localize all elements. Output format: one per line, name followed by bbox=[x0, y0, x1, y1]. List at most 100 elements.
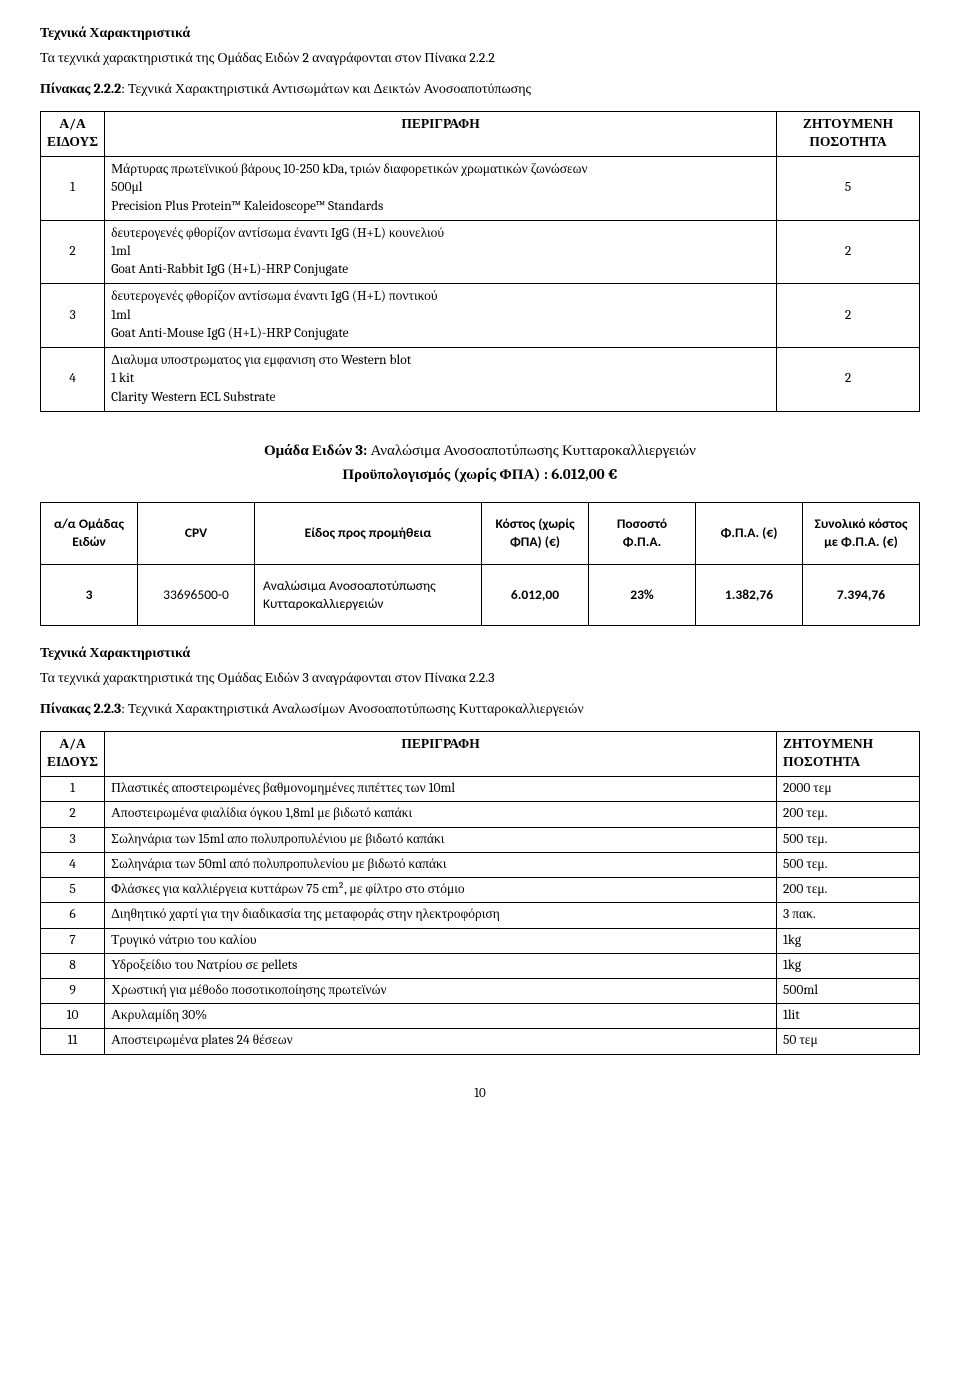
cell-num: 2 bbox=[41, 802, 105, 827]
table-3-caption-rest: : Τεχνικά Χαρακτηριστικά Αναλωσίμων Ανοσ… bbox=[121, 700, 584, 717]
cell-qty: 2000 τεμ bbox=[777, 777, 920, 802]
t3-col-aa: Α/Α ΕΙΔΟΥΣ bbox=[41, 731, 105, 776]
tech-spec-heading-3: Τεχνικά Χαρακτηριστικά bbox=[40, 644, 920, 663]
cell-num: 5 bbox=[41, 878, 105, 903]
cell-desc: Τρυγικό νάτριο του καλίου bbox=[105, 928, 777, 953]
table-row: 3Σωληνάρια των 15ml απο πολυπροπυλένιου … bbox=[41, 827, 920, 852]
cell-num: 9 bbox=[41, 978, 105, 1003]
table-row: 2δευτερογενές φθορίζον αντίσωμα έναντι I… bbox=[41, 220, 920, 284]
table-row: 10Ακρυλαμίδη 30%1lit bbox=[41, 1004, 920, 1029]
cell-desc: Σωληνάρια των 50ml από πολυπροπυλενίου μ… bbox=[105, 852, 777, 877]
cell-qty: 500 τεμ. bbox=[777, 852, 920, 877]
table-row: 1Πλαστικές αποστειρωμένες βαθμονομημένες… bbox=[41, 777, 920, 802]
page-number: 10 bbox=[40, 1085, 920, 1103]
t2-h2: CPV bbox=[138, 503, 255, 564]
cell-qty: 2 bbox=[777, 220, 920, 284]
t2-c2: 33696500-0 bbox=[138, 564, 255, 625]
t2-c7: 7.394,76 bbox=[803, 564, 920, 625]
table-3: Α/Α ΕΙΔΟΥΣ ΠΕΡΙΓΡΑΦΗ ΖΗΤΟΥΜΕΝΗ ΠΟΣΟΤΗΤΑ … bbox=[40, 731, 920, 1055]
table-row: 3 33696500-0 Αναλώσιμα Ανοσοαποτύπωσης Κ… bbox=[41, 564, 920, 625]
cell-qty: 500ml bbox=[777, 978, 920, 1003]
table-3-caption: Πίνακας 2.2.3: Τεχνικά Χαρακτηριστικά Αν… bbox=[40, 700, 920, 719]
table-row: α/α Ομάδας Ειδών CPV Είδος προς προμήθει… bbox=[41, 503, 920, 564]
cell-desc: Αποστειρωμένα plates 24 θέσεων bbox=[105, 1029, 777, 1054]
cell-desc: Διηθητικό χαρτί για την διαδικασία της μ… bbox=[105, 903, 777, 928]
group3-title: Ομάδα Ειδών 3: Αναλώσιμα Ανοσοαποτύπωσης… bbox=[40, 440, 920, 460]
t2-h3: Είδος προς προμήθεια bbox=[255, 503, 482, 564]
cell-desc: δευτερογενές φθορίζον αντίσωμα έναντι Ig… bbox=[105, 220, 777, 284]
cell-qty: 5 bbox=[777, 157, 920, 221]
cell-num: 3 bbox=[41, 284, 105, 348]
cell-qty: 500 τεμ. bbox=[777, 827, 920, 852]
cell-qty: 1kg bbox=[777, 953, 920, 978]
table-row: 5Φλάσκες για καλλιέργεια κυττάρων 75 cm²… bbox=[41, 878, 920, 903]
table-1-caption: Πίνακας 2.2.2: Τεχνικά Χαρακτηριστικά Αν… bbox=[40, 80, 920, 99]
col-aa: Α/Α ΕΙΔΟΥΣ bbox=[41, 111, 105, 156]
t2-h7: Συνολικό κόστος με Φ.Π.Α. (€) bbox=[803, 503, 920, 564]
cell-qty: 50 τεμ bbox=[777, 1029, 920, 1054]
table-2: α/α Ομάδας Ειδών CPV Είδος προς προμήθει… bbox=[40, 502, 920, 626]
cell-num: 2 bbox=[41, 220, 105, 284]
t2-h5: Ποσοστό Φ.Π.Α. bbox=[589, 503, 696, 564]
cell-qty: 1lit bbox=[777, 1004, 920, 1029]
cell-num: 4 bbox=[41, 852, 105, 877]
cell-num: 7 bbox=[41, 928, 105, 953]
cell-num: 3 bbox=[41, 827, 105, 852]
t2-h4: Κόστος (χωρίς ΦΠΑ) (€) bbox=[482, 503, 589, 564]
group3-title-prefix: Ομάδα Ειδών 3: bbox=[264, 441, 367, 459]
t2-c1: 3 bbox=[41, 564, 138, 625]
tech-spec-heading-1: Τεχνικά Χαρακτηριστικά bbox=[40, 24, 920, 43]
cell-desc: δευτερογενές φθορίζον αντίσωμα έναντι Ig… bbox=[105, 284, 777, 348]
group3-title-rest: Αναλώσιμα Ανοσοαποτύπωσης Κυτταροκαλλιερ… bbox=[367, 441, 696, 459]
table-1: Α/Α ΕΙΔΟΥΣ ΠΕΡΙΓΡΑΦΗ ΖΗΤΟΥΜΕΝΗ ΠΟΣΟΤΗΤΑ … bbox=[40, 111, 920, 412]
t3-col-qty: ΖΗΤΟΥΜΕΝΗ ΠΟΣΟΤΗΤΑ bbox=[777, 731, 920, 776]
cell-desc: Χρωστική για μέθοδο ποσοτικοποίησης πρωτ… bbox=[105, 978, 777, 1003]
cell-desc: Αποστειρωμένα φιαλίδια όγκου 1,8ml με βι… bbox=[105, 802, 777, 827]
cell-qty: 2 bbox=[777, 284, 920, 348]
col-desc: ΠΕΡΙΓΡΑΦΗ bbox=[105, 111, 777, 156]
table-row: 3δευτερογενές φθορίζον αντίσωμα έναντι I… bbox=[41, 284, 920, 348]
table-row: 7Τρυγικό νάτριο του καλίου1kg bbox=[41, 928, 920, 953]
cell-qty: 1kg bbox=[777, 928, 920, 953]
cell-qty: 3 πακ. bbox=[777, 903, 920, 928]
table-row: 11Αποστειρωμένα plates 24 θέσεων50 τεμ bbox=[41, 1029, 920, 1054]
table-row: 1Μάρτυρας πρωτεϊνικού βάρους 10-250 kDa,… bbox=[41, 157, 920, 221]
t2-c5: 23% bbox=[589, 564, 696, 625]
cell-num: 4 bbox=[41, 348, 105, 412]
cell-num: 1 bbox=[41, 157, 105, 221]
cell-qty: 200 τεμ. bbox=[777, 878, 920, 903]
table-row: 6Διηθητικό χαρτί για την διαδικασία της … bbox=[41, 903, 920, 928]
table-3-caption-prefix: Πίνακας 2.2.3 bbox=[40, 700, 121, 717]
cell-desc: Σωληνάρια των 15ml απο πολυπροπυλένιου μ… bbox=[105, 827, 777, 852]
cell-num: 11 bbox=[41, 1029, 105, 1054]
table-row: 4Σωληνάρια των 50ml από πολυπροπυλενίου … bbox=[41, 852, 920, 877]
cell-num: 8 bbox=[41, 953, 105, 978]
cell-qty: 2 bbox=[777, 348, 920, 412]
cell-desc: Ακρυλαμίδη 30% bbox=[105, 1004, 777, 1029]
t2-c4: 6.012,00 bbox=[482, 564, 589, 625]
table-1-caption-rest: : Τεχνικά Χαρακτηριστικά Αντισωμάτων και… bbox=[121, 80, 531, 97]
tech-spec-intro-3: Τα τεχνικά χαρακτηριστικά της Ομάδας Ειδ… bbox=[40, 669, 920, 688]
table-row: 2Αποστειρωμένα φιαλίδια όγκου 1,8ml με β… bbox=[41, 802, 920, 827]
cell-desc: Πλαστικές αποστειρωμένες βαθμονομημένες … bbox=[105, 777, 777, 802]
t2-c3: Αναλώσιμα Ανοσοαποτύπωσης Κυτταροκαλλιερ… bbox=[255, 564, 482, 625]
cell-qty: 200 τεμ. bbox=[777, 802, 920, 827]
table-row: Α/Α ΕΙΔΟΥΣ ΠΕΡΙΓΡΑΦΗ ΖΗΤΟΥΜΕΝΗ ΠΟΣΟΤΗΤΑ bbox=[41, 731, 920, 776]
cell-num: 1 bbox=[41, 777, 105, 802]
tech-spec-intro-1: Τα τεχνικά χαρακτηριστικά της Ομάδας Ειδ… bbox=[40, 49, 920, 68]
table-1-caption-prefix: Πίνακας 2.2.2 bbox=[40, 80, 121, 97]
t2-h1: α/α Ομάδας Ειδών bbox=[41, 503, 138, 564]
cell-desc: Φλάσκες για καλλιέργεια κυττάρων 75 cm²,… bbox=[105, 878, 777, 903]
t3-col-desc: ΠΕΡΙΓΡΑΦΗ bbox=[105, 731, 777, 776]
cell-num: 10 bbox=[41, 1004, 105, 1029]
cell-desc: Μάρτυρας πρωτεϊνικού βάρους 10-250 kDa, … bbox=[105, 157, 777, 221]
table-row: 9Χρωστική για μέθοδο ποσοτικοποίησης πρω… bbox=[41, 978, 920, 1003]
cell-desc: Υδροξείδιο του Νατρίου σε pellets bbox=[105, 953, 777, 978]
cell-num: 6 bbox=[41, 903, 105, 928]
t2-c6: 1.382,76 bbox=[696, 564, 803, 625]
col-qty: ΖΗΤΟΥΜΕΝΗ ΠΟΣΟΤΗΤΑ bbox=[777, 111, 920, 156]
group3-budget: Προϋπολογισμός (χωρίς ΦΠΑ) : 6.012,00 € bbox=[40, 464, 920, 484]
cell-desc: Διαλυμα υποστρωματος για εμφανιση στο We… bbox=[105, 348, 777, 412]
table-row: 8Υδροξείδιο του Νατρίου σε pellets1kg bbox=[41, 953, 920, 978]
table-row: Α/Α ΕΙΔΟΥΣ ΠΕΡΙΓΡΑΦΗ ΖΗΤΟΥΜΕΝΗ ΠΟΣΟΤΗΤΑ bbox=[41, 111, 920, 156]
